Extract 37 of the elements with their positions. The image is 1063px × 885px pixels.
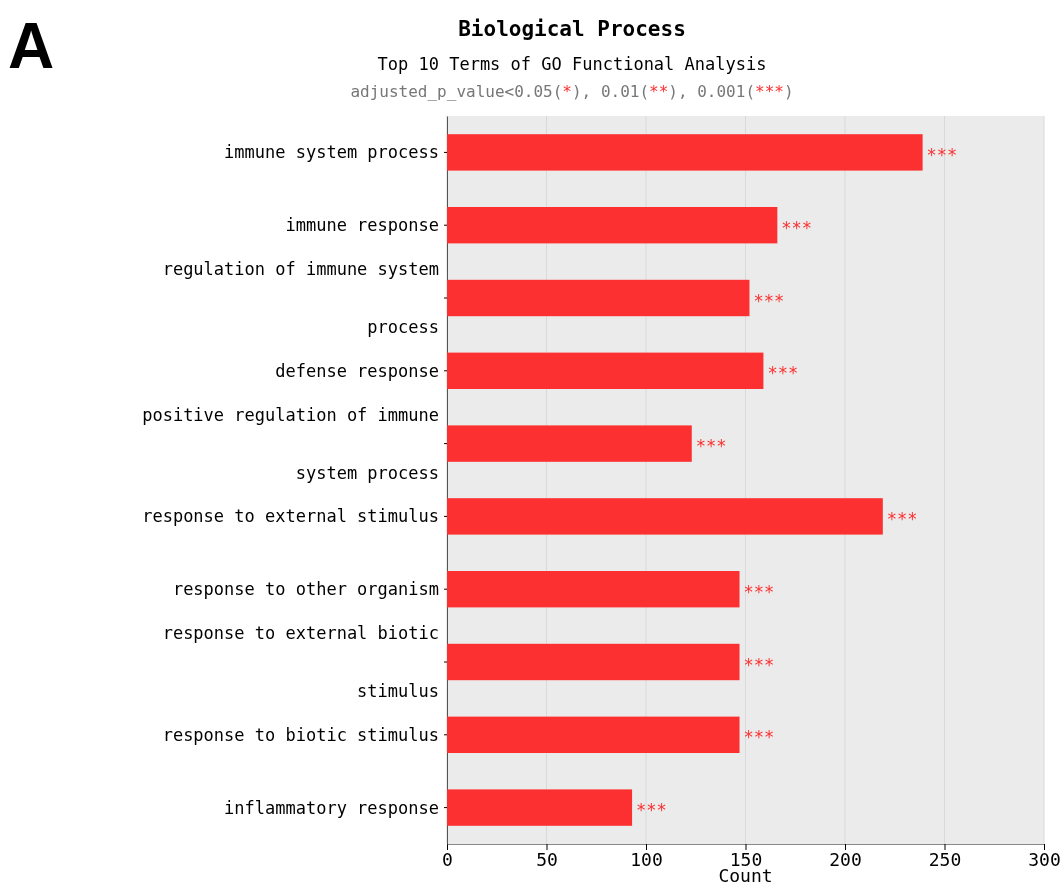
x-tick-label: 200 (829, 848, 862, 870)
x-tick-label: 0 (442, 848, 453, 870)
chart-subtitle: Top 10 Terms of GO Functional Analysis (377, 54, 767, 74)
data-label: *** (743, 727, 775, 748)
y-tick-label: inflammatory response (224, 797, 439, 818)
x-tick-label: 50 (536, 848, 558, 870)
data-label: *** (886, 508, 918, 529)
y-tick-label: response to external stimulus (142, 506, 439, 527)
x-tick-label: 250 (928, 848, 962, 870)
data-label: *** (781, 217, 813, 238)
y-tick-label: defense response (275, 360, 439, 381)
bar (447, 498, 883, 535)
y-tick-label: response to biotic stimulus (162, 724, 439, 745)
data-label: *** (743, 581, 775, 602)
bar (447, 425, 692, 462)
bar (447, 352, 764, 389)
data-label: *** (926, 144, 958, 165)
x-tick-label: 300 (1028, 848, 1061, 870)
text: A (8, 10, 55, 82)
bar (447, 571, 740, 608)
y-tick-label: immune response (285, 215, 439, 236)
x-tick-label: 100 (630, 848, 663, 870)
chart-title: Biological Process (458, 17, 686, 41)
bar (447, 716, 740, 753)
bar (447, 279, 750, 317)
data-label: *** (636, 800, 667, 821)
data-label: *** (753, 290, 785, 311)
data-label: *** (695, 436, 727, 457)
bar (447, 134, 923, 171)
data-label: *** (743, 654, 775, 675)
data-label: *** (767, 363, 799, 384)
y-tick-label: response to other organism (172, 579, 439, 600)
bar (447, 789, 633, 826)
text: adjusted_p_value<0.05(*), 0.01(**), 0.001(***) (350, 82, 794, 101)
bar (447, 207, 778, 244)
bar (447, 643, 740, 681)
y-tick-label: immune system process (224, 142, 439, 163)
